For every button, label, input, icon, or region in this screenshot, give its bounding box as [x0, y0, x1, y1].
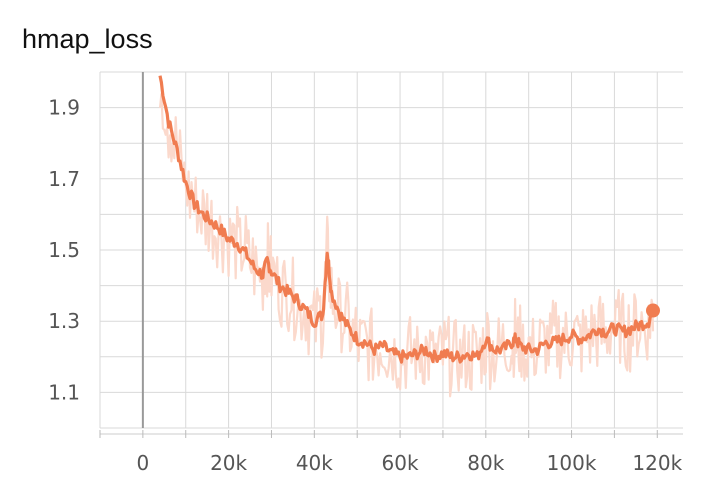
smoothed-line [158, 75, 655, 364]
y-tick-label: 1.7 [48, 167, 80, 191]
x-axis [99, 430, 683, 438]
y-tick-label: 1.1 [48, 380, 80, 404]
x-axis-labels: 0 20k 40k 60k 80k 100k 120k [137, 451, 683, 475]
x-tick-label: 100k [547, 451, 597, 475]
last-point-marker [645, 303, 660, 318]
grid-lines [99, 71, 683, 429]
x-tick-label: 60k [382, 451, 419, 475]
x-tick-label: 0 [137, 451, 150, 475]
x-tick-label: 40k [296, 451, 333, 475]
y-tick-label: 1.9 [48, 96, 80, 120]
smoothed-series [158, 75, 655, 364]
x-tick-label: 20k [210, 451, 247, 475]
y-axis-labels: 1.1 1.3 1.5 1.7 1.9 [48, 96, 80, 405]
chart-title: hmap_loss [22, 24, 153, 54]
x-tick-label: 120k [632, 451, 682, 475]
x-tick-label: 80k [467, 451, 504, 475]
y-tick-label: 1.5 [48, 238, 80, 262]
y-tick-label: 1.3 [48, 309, 80, 333]
